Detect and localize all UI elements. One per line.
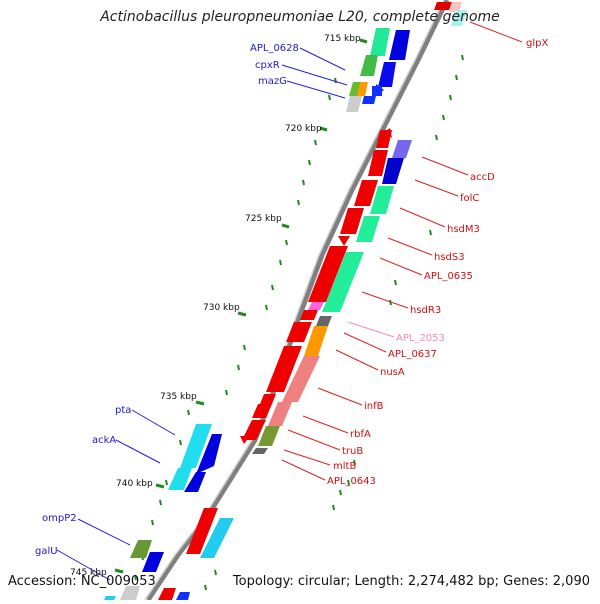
label-apl-0637[interactable]: APL_0637 (388, 349, 437, 360)
gene-hsdm3[interactable] (340, 208, 364, 234)
gene-apl-0628[interactable] (370, 28, 390, 56)
right-leader-lines (281, 21, 523, 481)
label-accd[interactable]: accD (470, 172, 495, 183)
gene-ompp2[interactable] (130, 540, 152, 558)
genes-bottom[interactable] (104, 508, 234, 600)
accession-text: Accession: NC_009053 (8, 574, 156, 589)
gene-apl-0635[interactable] (308, 246, 348, 302)
label-apl-0635[interactable]: APL_0635 (424, 271, 473, 282)
label-ompp2[interactable]: ompP2 (42, 513, 77, 524)
gene-mltb[interactable] (258, 426, 280, 446)
gene-rbfa[interactable] (252, 404, 272, 418)
gene-folc[interactable] (382, 158, 404, 184)
label-apl-0628[interactable]: APL_0628 (250, 43, 299, 54)
right-gene-labels[interactable]: glpX accD folC hsdM3 hsdS3 APL_0635 hsdR… (327, 38, 548, 487)
gene-accd[interactable] (392, 140, 412, 158)
gene-infb[interactable] (282, 356, 320, 402)
label-hsds3[interactable]: hsdS3 (434, 252, 465, 263)
kbp-tick-marks (114, 38, 368, 574)
gene-glpx[interactable] (434, 2, 452, 10)
genes-lower[interactable] (168, 394, 292, 492)
gene-trub[interactable] (242, 420, 266, 440)
gene-nusa[interactable] (304, 326, 328, 356)
genes-top[interactable] (346, 2, 467, 112)
label-folc[interactable]: folC (460, 193, 479, 204)
label-hsdm3[interactable]: hsdM3 (447, 224, 480, 235)
label-hsdr3[interactable]: hsdR3 (410, 305, 441, 316)
tick-label-735: 735 kbp (160, 392, 197, 402)
tick-label-725: 725 kbp (245, 214, 282, 224)
left-leader-lines (56, 47, 348, 581)
kbp-labels: 715 kbp 720 kbp 725 kbp 730 kbp 735 kbp … (70, 34, 361, 578)
outer-ring-dots (204, 54, 464, 591)
gene-acka[interactable] (196, 434, 222, 474)
gene-galu[interactable] (142, 552, 164, 572)
label-pta[interactable]: pta (115, 405, 131, 416)
label-mazg[interactable]: mazG (258, 76, 287, 87)
label-nusa[interactable]: nusA (380, 367, 405, 378)
genome-backbone-highlight (144, 0, 445, 601)
gene-apl-0643[interactable] (252, 448, 268, 454)
label-cpxr[interactable]: cpxR (255, 60, 280, 71)
faded-leader-line (347, 321, 395, 338)
tick-label-740: 740 kbp (116, 479, 153, 489)
inner-ring-dots (134, 77, 337, 581)
genes-middle[interactable] (266, 128, 412, 402)
gene-apl-2053[interactable] (316, 316, 332, 326)
label-infb[interactable]: infB (364, 401, 384, 412)
label-glpx[interactable]: glpX (526, 38, 548, 49)
label-trub[interactable]: truB (342, 446, 363, 457)
gene-hsds3[interactable] (356, 216, 380, 242)
label-acka[interactable]: ackA (92, 435, 116, 446)
tick-label-720: 720 kbp (285, 124, 322, 134)
label-apl-2053[interactable]: APL_2053 (396, 333, 445, 344)
label-rbfa[interactable]: rbfA (350, 429, 371, 440)
label-mltb[interactable]: mltB (333, 461, 356, 472)
genome-backbone (145, 0, 450, 602)
label-apl-0643[interactable]: APL_0643 (327, 476, 376, 487)
tick-label-715: 715 kbp (324, 34, 361, 44)
label-galu[interactable]: galU (35, 546, 58, 557)
topology-text: Topology: circular; Length: 2,274,482 bp… (232, 574, 590, 589)
gene-apl-0637[interactable] (286, 322, 312, 342)
tick-label-745: 745 kbp (70, 568, 107, 578)
tick-label-730: 730 kbp (203, 303, 240, 313)
left-gene-labels[interactable]: APL_0628 cpxR mazG pta ackA ompP2 galU (35, 43, 299, 557)
gene-pta[interactable] (180, 424, 212, 468)
gene-hsdr3[interactable] (308, 302, 324, 310)
map-title: Actinobacillus pleuropneumoniae L20, com… (100, 9, 500, 25)
